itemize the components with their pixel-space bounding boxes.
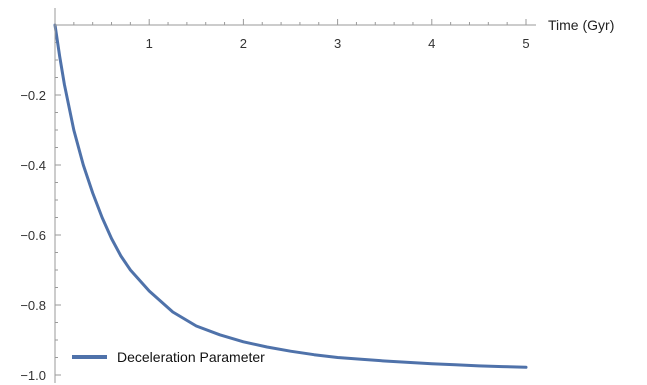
data-point [129,269,131,271]
data-point [337,357,339,358]
data-point [242,341,244,343]
series-layer [53,23,528,369]
y-tick-label: −0.2 [20,88,46,103]
x-axis-label: Time (Gyr) [548,17,614,33]
data-point [266,346,268,348]
data-point [172,311,174,313]
data-point [195,325,197,327]
y-ticks: −0.2 −0.4 −0.6 −0.8 −1.0 [20,88,61,383]
x-tick-label: 2 [240,36,247,51]
y-tick-label: −0.4 [20,158,46,173]
data-point [120,255,122,257]
x-tick-label: 3 [334,36,341,51]
data-point [501,366,503,368]
data-point [407,361,409,363]
data-point [290,350,291,352]
data-point [360,358,362,360]
y-tick-label: −0.8 [20,298,46,313]
data-point [525,366,527,368]
data-point [454,364,456,366]
x-ticks: 1 2 3 4 5 [146,19,530,51]
data-point [431,363,433,365]
data-point [139,280,141,281]
y-tick-label: −1.0 [20,368,46,383]
data-point [384,360,386,362]
y-tick-label: −0.6 [20,228,46,243]
legend: Deceleration Parameter [72,349,265,365]
data-point [148,290,150,292]
data-point [82,164,84,166]
x-tick-label: 5 [522,36,529,51]
data-point [59,56,61,57]
data-point [101,217,103,218]
data-point [313,354,315,356]
x-tick-label: 1 [146,36,153,51]
data-point [111,238,113,239]
legend-label-deceleration-parameter: Deceleration Parameter [117,349,265,365]
data-point [478,365,480,367]
data-point [92,192,94,194]
data-point [219,334,221,336]
series-line-deceleration-parameter [53,23,528,369]
x-tick-label: 4 [428,36,435,51]
data-point [63,84,65,85]
data-point [73,129,75,131]
